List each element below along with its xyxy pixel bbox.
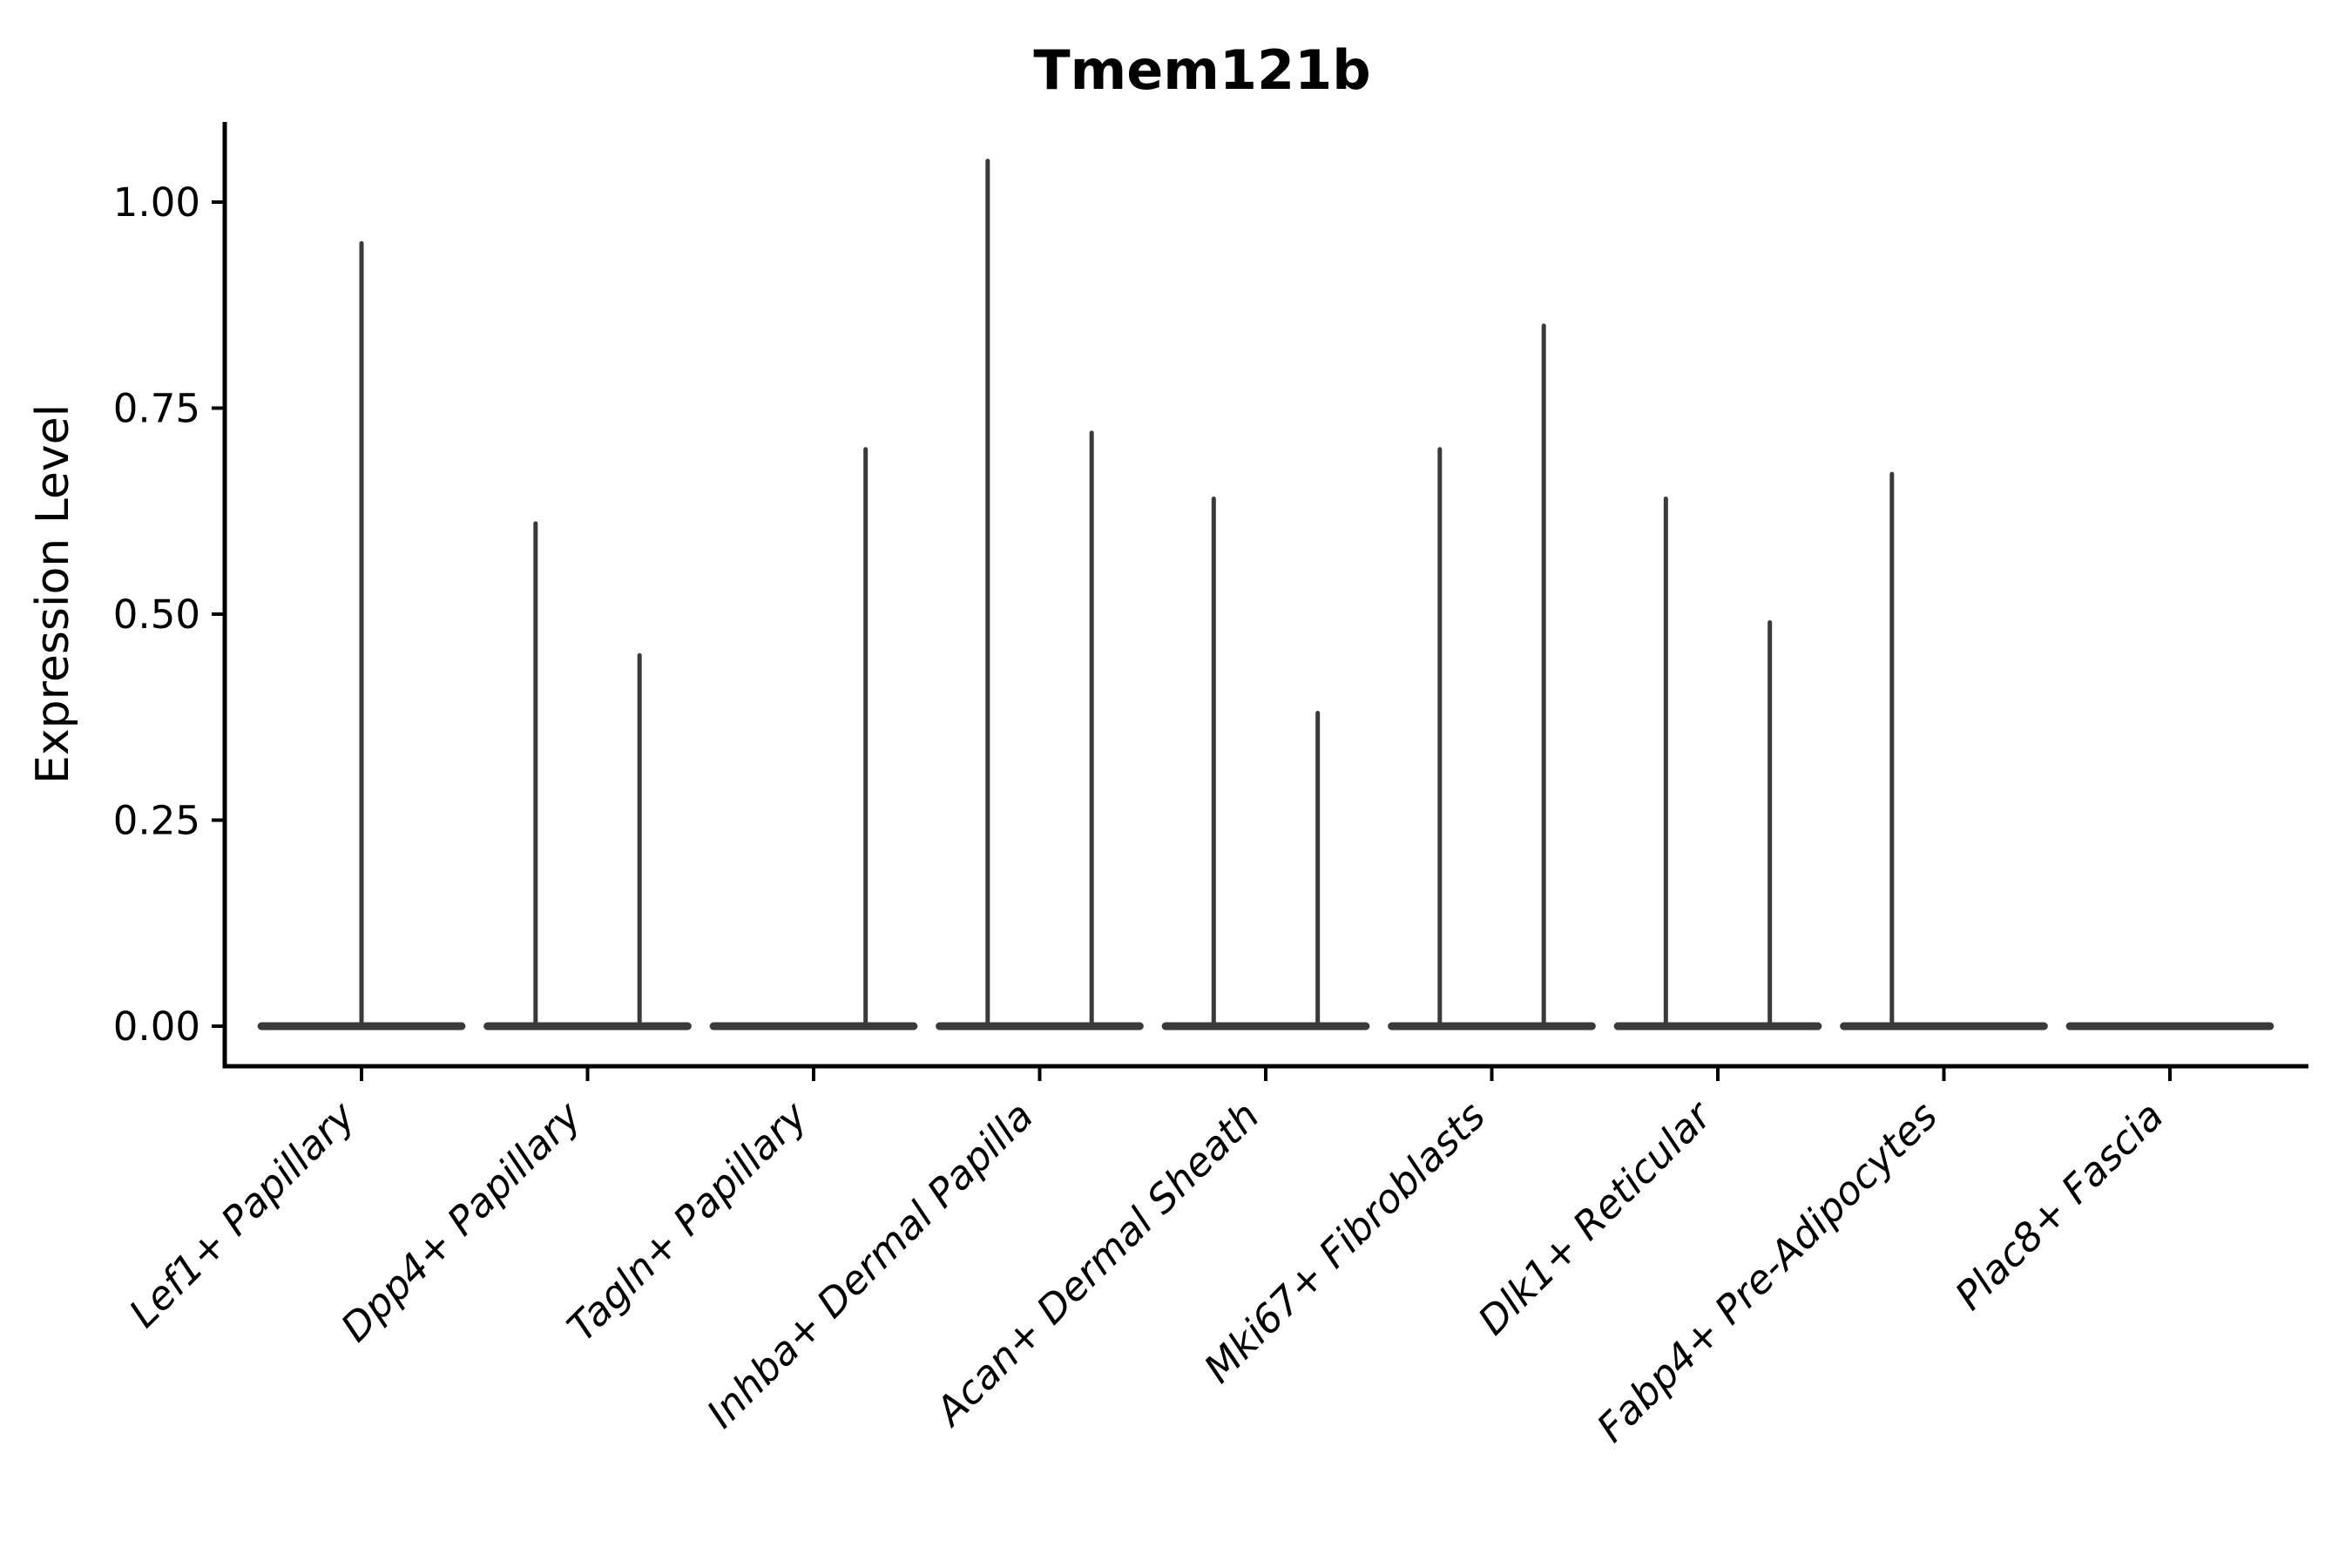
violin-7: [1613, 497, 1822, 1031]
violin-9: [2065, 1022, 2274, 1031]
tick-label-layer: 0.00 0.25 0.50 0.75 1.00 Lef1+ PapillaryDpp4+…: [113, 179, 2173, 1451]
x-tick-label: Plac8+ Fascia: [1946, 1092, 2173, 1319]
violin-base: [936, 1022, 1144, 1031]
violin-1: [257, 240, 466, 1031]
violin-3: [709, 447, 918, 1031]
x-tick-label: Dpp4+ Papillary: [332, 1092, 591, 1350]
violin-base: [1613, 1022, 1822, 1031]
y-tick-label: 0.25: [113, 798, 200, 844]
violin-base: [2065, 1022, 2274, 1031]
axes-layer: [212, 122, 2308, 1081]
chart-title: Tmem121b: [1033, 38, 1370, 102]
violin-base: [1388, 1022, 1596, 1031]
x-tick-label: Lef1+ Papillary: [120, 1092, 365, 1336]
violin-base: [483, 1022, 692, 1031]
violin-5: [1161, 497, 1370, 1031]
y-tick-label: 1.00: [113, 179, 200, 226]
violin-2: [483, 521, 692, 1031]
violin-base: [709, 1022, 918, 1031]
x-tick-label: Dlk1+ Reticular: [1469, 1092, 1721, 1344]
violin-4: [936, 159, 1144, 1031]
y-axis-label: Expression Level: [27, 404, 79, 784]
x-tick-label: Tagln+ Papillary: [558, 1092, 817, 1350]
violins-layer: [257, 159, 2274, 1031]
violin-base: [1840, 1022, 2048, 1031]
violin-8: [1840, 471, 2048, 1031]
y-tick-label: 0.00: [113, 1004, 200, 1050]
violin-base: [1161, 1022, 1370, 1031]
y-tick-label: 0.50: [113, 591, 200, 638]
violin-6: [1388, 323, 1596, 1031]
y-tick-label: 0.75: [113, 386, 200, 432]
